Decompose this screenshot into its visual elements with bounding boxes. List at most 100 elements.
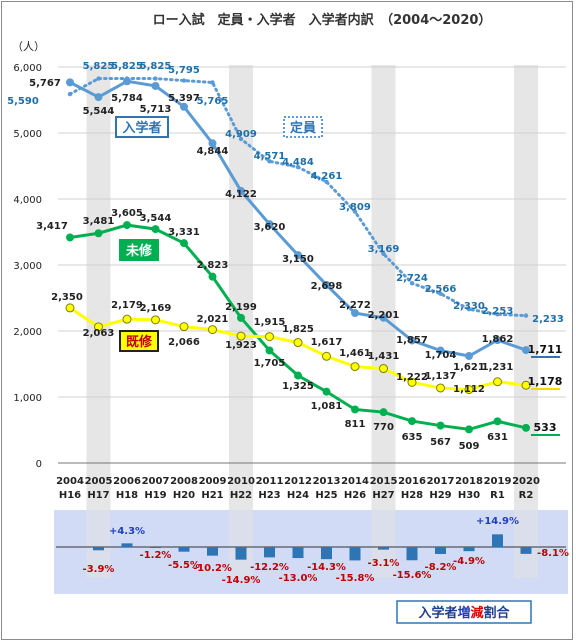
series-point-non-law — [436, 421, 445, 430]
x-tick-year: 2007 — [142, 476, 170, 487]
highlight-band — [514, 510, 538, 578]
data-label-non-law: 2,199 — [225, 302, 257, 313]
data-label-law: 2,063 — [83, 328, 115, 339]
series-point-law — [265, 332, 274, 342]
series-point-law — [236, 331, 246, 341]
change-bar — [292, 547, 304, 559]
change-panel-title-box — [396, 600, 532, 624]
change-bar — [93, 547, 104, 551]
series-point-capacity — [324, 179, 329, 184]
data-label-law: 2,021 — [197, 314, 229, 325]
x-tick-era: H16 — [59, 490, 81, 501]
data-label-non-law: 1,705 — [254, 358, 286, 369]
chart-title: ロー入試 定員・入学者 入学者内訳 （2004～2020） — [153, 12, 492, 28]
data-label-law: 1,112 — [453, 384, 485, 395]
end-label-entrants: 1,711 — [528, 343, 563, 356]
y-tick-label: 6,000 — [13, 63, 42, 74]
series-point-entrants — [180, 102, 188, 111]
data-label-capacity: 5,825 — [140, 61, 172, 72]
series-point-non-law — [522, 423, 530, 432]
highlight-band — [229, 510, 253, 578]
series-point-capacity — [466, 307, 472, 312]
series-point-non-law — [294, 371, 302, 380]
x-tick-era: H17 — [87, 490, 109, 501]
series-point-law — [293, 338, 303, 348]
change-label: -4.9% — [453, 556, 485, 567]
data-label-capacity: 3,809 — [339, 202, 371, 213]
change-label: +4.3% — [109, 526, 145, 537]
data-label-law: 1,137 — [425, 371, 457, 382]
x-tick-era: H18 — [116, 490, 138, 501]
series-point-non-law — [66, 233, 74, 242]
series-point-non-law — [465, 425, 473, 434]
data-label-capacity: 5,825 — [83, 61, 115, 72]
x-tick-era: R1 — [490, 490, 505, 501]
change-label: -8.1% — [537, 548, 569, 559]
series-point-entrants — [151, 81, 160, 90]
series-point-entrants — [94, 93, 103, 102]
data-label-entrants: 5,713 — [140, 104, 172, 115]
highlight-bands — [86, 65, 538, 578]
x-tick-year: 2011 — [256, 476, 284, 487]
series-point-non-law — [379, 408, 388, 417]
y-tick-label: 5,000 — [13, 129, 42, 140]
data-label-entrants: 3,150 — [282, 254, 314, 265]
legend-law-box — [119, 330, 159, 352]
x-tick-year: 2008 — [170, 476, 198, 487]
series-point-entrants — [208, 139, 217, 148]
change-panel: -3.9%+4.3%-1.2%-5.5%-10.2%-14.9%-12.2%-1… — [54, 510, 569, 624]
x-tick-era: H26 — [344, 490, 366, 501]
data-label-law: 1,231 — [482, 362, 514, 373]
data-label-entrants: 5,397 — [168, 93, 200, 104]
series-point-law — [493, 377, 502, 387]
y-tick-label: 2,000 — [13, 327, 42, 338]
data-label-non-law: 567 — [430, 437, 451, 448]
change-label: -12.2% — [250, 562, 289, 573]
change-label: -1.2% — [140, 550, 172, 561]
end-label-non-law: 533 — [534, 421, 557, 434]
data-label-capacity: 5,765 — [197, 96, 229, 107]
data-label-capacity: 2,724 — [396, 273, 428, 284]
data-label-non-law: 631 — [487, 432, 508, 443]
data-label-law: 1,431 — [368, 351, 400, 362]
data-label-capacity: 2,233 — [532, 314, 564, 325]
series-point-capacity — [495, 312, 500, 317]
series-point-law — [208, 325, 217, 335]
x-tick-era: H25 — [315, 490, 337, 501]
y-axis-ticks: 0 1,000 2,000 3,000 4,000 5,000 6,000 — [13, 63, 42, 470]
x-tick-era: H20 — [173, 490, 195, 501]
legend-capacity-box — [283, 116, 323, 138]
data-label-capacity: 4,484 — [282, 157, 314, 168]
data-label-capacity: 5,825 — [111, 61, 143, 72]
series-point-entrants — [66, 78, 74, 87]
change-bar — [150, 547, 161, 549]
series-point-non-law — [208, 272, 217, 281]
x-axis-ticks: 2004H162005H172006H182007H192008H202009H… — [56, 476, 540, 501]
data-label-entrants: 4,844 — [197, 146, 229, 157]
data-label-non-law: 3,417 — [36, 221, 68, 232]
change-label: -13.0% — [279, 573, 318, 584]
series-point-entrants — [237, 186, 245, 195]
series-point-non-law — [351, 405, 359, 414]
x-tick-era: H24 — [287, 490, 309, 501]
data-label-entrants: 1,621 — [453, 362, 485, 373]
data-label-non-law: 3,605 — [111, 208, 143, 219]
series-point-entrants — [123, 77, 131, 86]
data-label-law: 2,066 — [168, 337, 200, 348]
data-label-capacity: 2,253 — [482, 306, 514, 317]
x-tick-year: 2014 — [341, 476, 369, 487]
x-tick-year: 2005 — [85, 476, 113, 487]
data-label-non-law: 811 — [345, 419, 366, 430]
series-point-entrants — [408, 336, 416, 345]
data-label-entrants: 5,544 — [83, 106, 115, 117]
series-point-entrants — [294, 251, 302, 260]
series-point-entrants — [322, 280, 331, 289]
change-bar — [178, 547, 190, 552]
data-label-law: 1,617 — [311, 337, 343, 348]
change-label: -8.2% — [425, 562, 457, 573]
y-tick-label: 0 — [36, 459, 42, 470]
x-tick-year: 2015 — [370, 476, 398, 487]
series-point-entrants — [265, 220, 274, 229]
series-point-capacity — [381, 251, 386, 257]
series-point-law — [122, 314, 132, 324]
